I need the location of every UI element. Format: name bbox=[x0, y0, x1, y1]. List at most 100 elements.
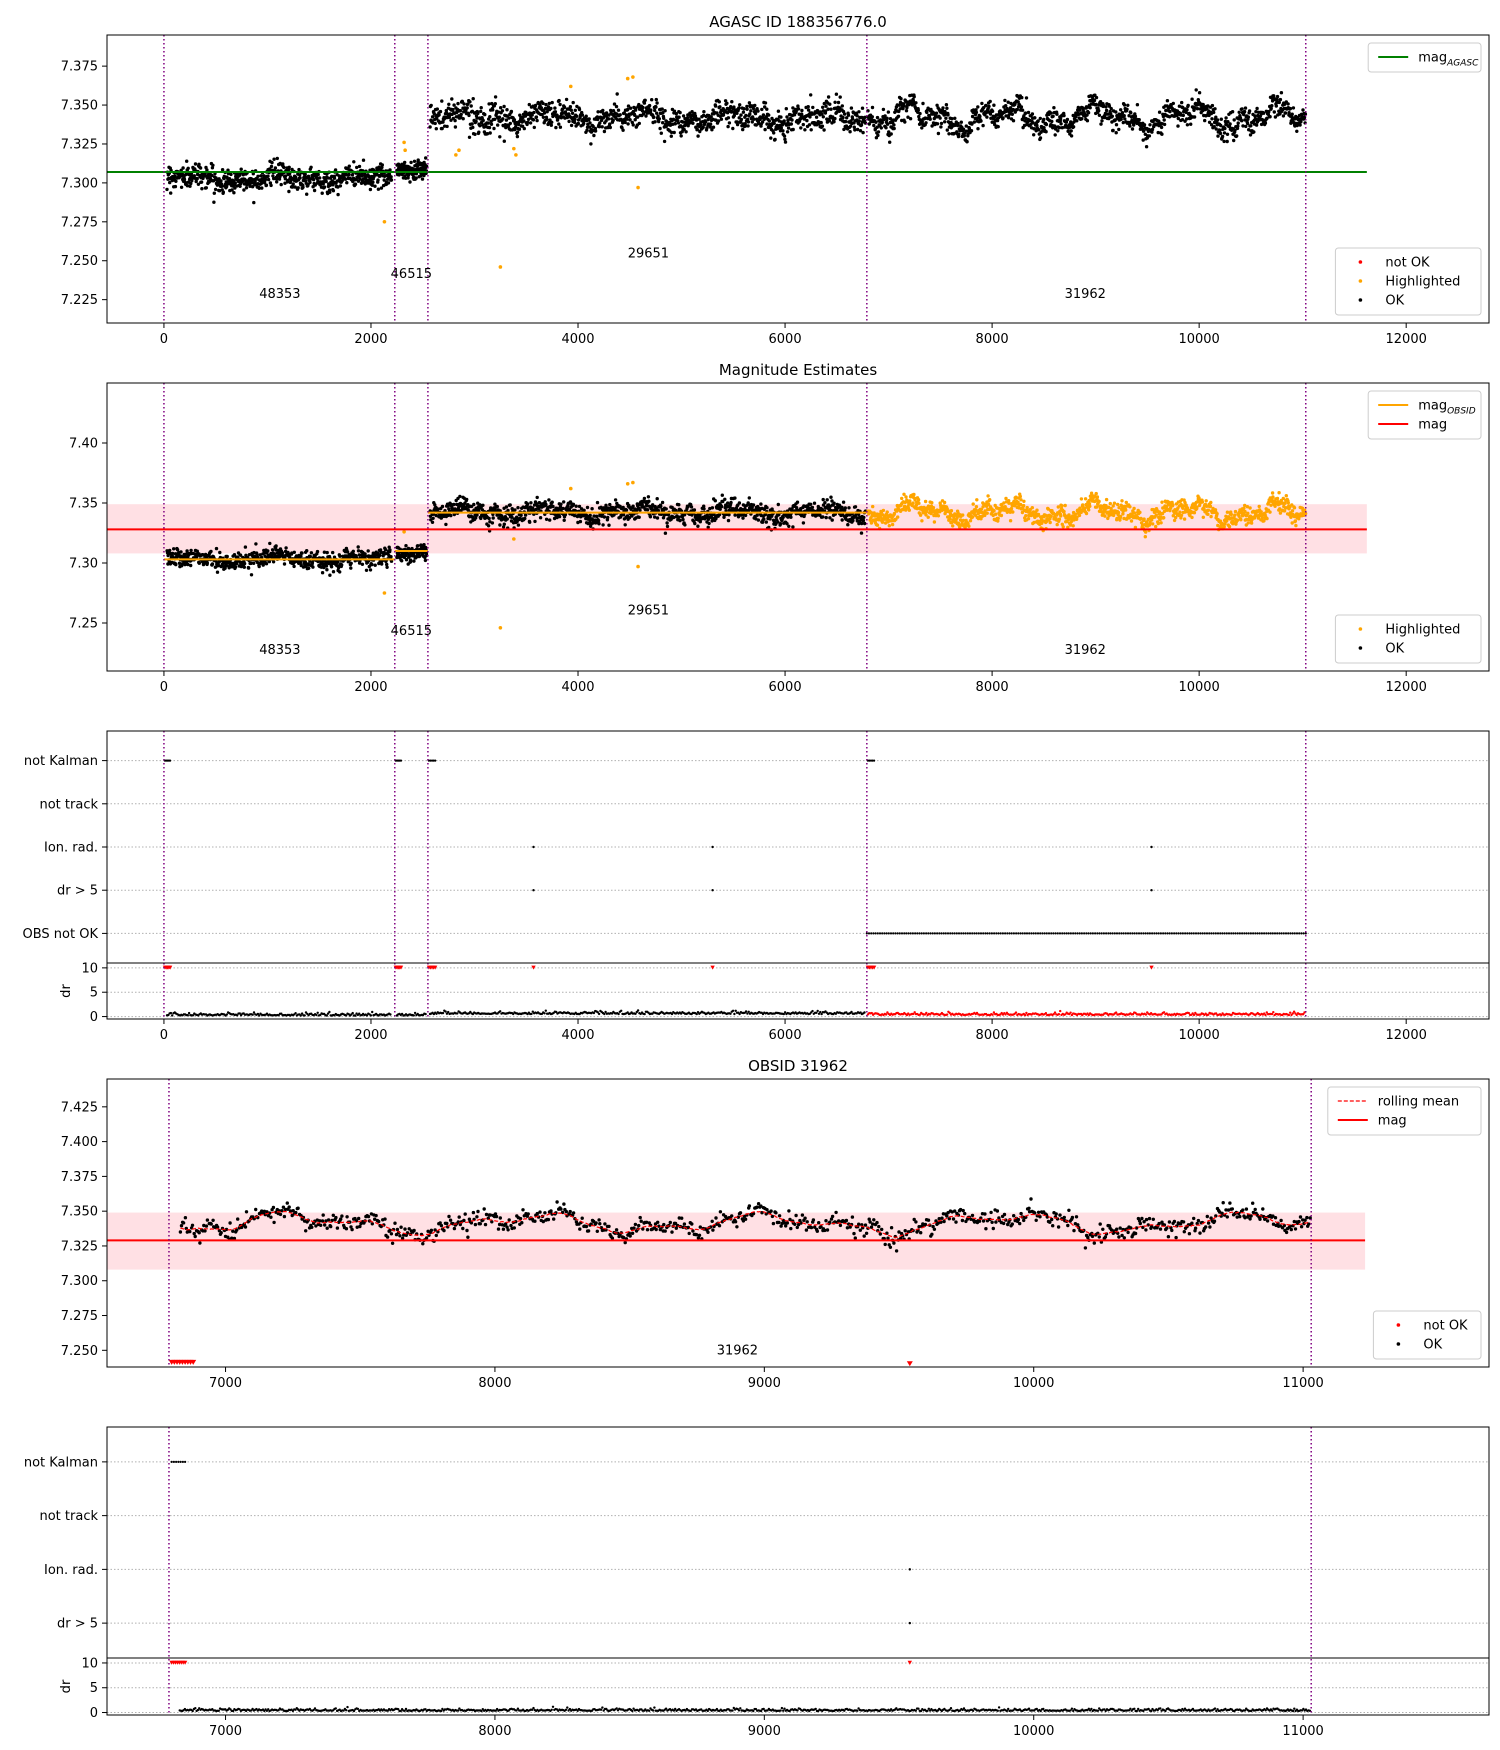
ok-point bbox=[433, 503, 437, 507]
ok-point bbox=[331, 550, 335, 555]
ok-point bbox=[321, 182, 325, 186]
ok-point bbox=[1301, 108, 1305, 112]
ok-point bbox=[531, 118, 536, 122]
panel-magnitude-estimates: Magnitude Estimates 48353465152965131962… bbox=[69, 361, 1490, 695]
ok-point bbox=[292, 550, 296, 554]
ok-point bbox=[846, 113, 851, 117]
ok-point bbox=[1256, 110, 1261, 115]
y-tick-label: 7.250 bbox=[61, 254, 98, 269]
ok-point bbox=[1236, 121, 1240, 125]
ok-point bbox=[750, 120, 754, 124]
ok-point bbox=[488, 131, 492, 135]
highlighted-point bbox=[904, 495, 908, 499]
ok-point bbox=[945, 106, 949, 111]
ok-point bbox=[546, 105, 551, 109]
ok-point bbox=[987, 104, 991, 109]
ok-point bbox=[1114, 123, 1119, 127]
ok-point bbox=[558, 505, 563, 509]
ok-point bbox=[786, 126, 791, 130]
ok-point bbox=[795, 500, 800, 504]
ok-point bbox=[479, 109, 483, 114]
ok-point bbox=[179, 185, 184, 189]
highlighted-point bbox=[983, 513, 987, 518]
ok-point bbox=[214, 546, 219, 551]
ok-point bbox=[841, 500, 846, 504]
ok-point bbox=[990, 109, 995, 114]
ok-point bbox=[853, 505, 858, 509]
ok-point bbox=[1056, 129, 1060, 133]
ok-point bbox=[989, 116, 993, 121]
highlighted-point bbox=[636, 185, 640, 190]
ok-point bbox=[513, 127, 517, 132]
ok-point bbox=[778, 522, 783, 526]
ok-point bbox=[1279, 91, 1284, 95]
ok-point bbox=[726, 116, 731, 120]
ok-point bbox=[562, 518, 566, 522]
ok-point bbox=[1015, 107, 1019, 112]
x-tick-label: 6000 bbox=[769, 332, 802, 347]
ok-point bbox=[1022, 123, 1027, 128]
ok-point bbox=[438, 109, 443, 114]
ok-point bbox=[1148, 123, 1152, 127]
ok-point bbox=[1067, 126, 1072, 130]
ok-point bbox=[305, 549, 309, 553]
ok-point bbox=[186, 166, 190, 170]
ok-point bbox=[655, 101, 659, 105]
ok-point bbox=[618, 113, 622, 117]
ok-point bbox=[692, 508, 697, 512]
ok-point bbox=[184, 560, 189, 564]
ok-point bbox=[274, 544, 278, 548]
ok-point bbox=[465, 106, 469, 110]
ok-point bbox=[475, 513, 479, 517]
ok-point bbox=[483, 112, 487, 117]
ok-point bbox=[1228, 122, 1232, 126]
ok-point bbox=[718, 105, 722, 109]
ok-point bbox=[1038, 116, 1043, 121]
ok-point bbox=[732, 105, 736, 109]
ok-point bbox=[1085, 113, 1089, 117]
ok-point bbox=[957, 132, 961, 136]
ok-point bbox=[705, 126, 709, 130]
ok-point bbox=[710, 128, 714, 132]
ok-point bbox=[797, 112, 801, 116]
ok-point bbox=[728, 505, 732, 509]
ok-point bbox=[685, 116, 690, 120]
ok-point bbox=[181, 166, 185, 170]
ok-point bbox=[485, 132, 490, 136]
ok-point bbox=[241, 173, 245, 177]
ok-point bbox=[1219, 117, 1224, 121]
ok-point bbox=[658, 126, 662, 131]
ok-point bbox=[1104, 108, 1109, 113]
ok-point bbox=[702, 110, 706, 114]
ok-point bbox=[695, 127, 699, 132]
ok-point bbox=[832, 120, 836, 124]
ok-point bbox=[662, 139, 667, 144]
ok-point bbox=[332, 176, 337, 180]
ok-point bbox=[906, 115, 910, 119]
legend-frame bbox=[1334, 247, 1482, 316]
ok-point bbox=[262, 181, 267, 185]
ok-point bbox=[1037, 128, 1041, 132]
ok-point bbox=[272, 552, 277, 557]
ok-point bbox=[1291, 106, 1296, 110]
y-tick-label: 7.375 bbox=[61, 60, 98, 75]
y-tick-label: 7.325 bbox=[61, 137, 98, 152]
ok-point bbox=[762, 517, 766, 521]
ok-point bbox=[713, 499, 717, 503]
ok-point bbox=[227, 177, 232, 181]
ok-point bbox=[510, 515, 514, 519]
ok-point bbox=[461, 117, 465, 121]
ok-point bbox=[830, 518, 834, 522]
ok-point bbox=[1142, 123, 1147, 127]
ok-point bbox=[727, 121, 732, 125]
ok-point bbox=[512, 118, 517, 122]
ok-point bbox=[885, 122, 890, 126]
ok-point bbox=[174, 562, 178, 567]
ok-point bbox=[169, 191, 173, 195]
highlighted-point bbox=[878, 515, 883, 519]
ok-point bbox=[196, 182, 201, 186]
ok-point bbox=[653, 515, 657, 519]
highlighted-point bbox=[902, 492, 906, 496]
ok-point bbox=[440, 99, 444, 103]
